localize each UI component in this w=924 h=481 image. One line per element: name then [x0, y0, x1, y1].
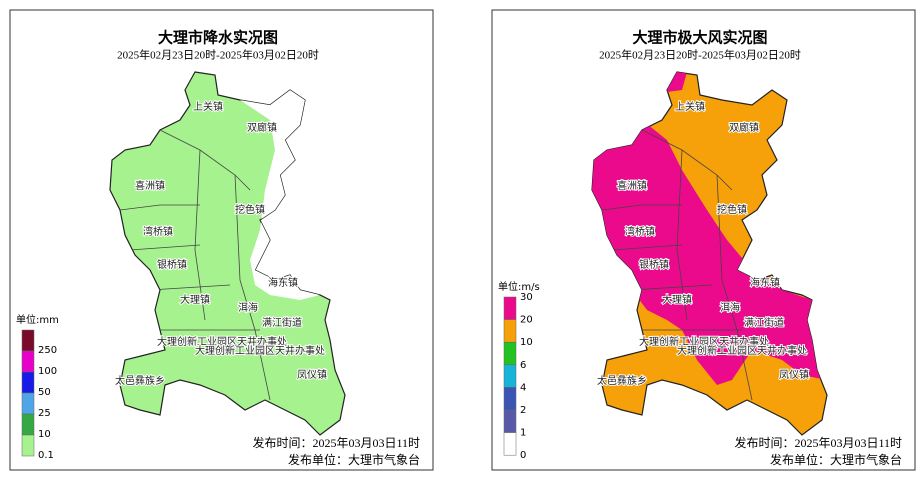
legend-label: 10: [520, 337, 533, 348]
town-label: 大理创新工业园区天井办事处: [157, 335, 287, 348]
map-title: 大理市极大风实况图: [632, 29, 767, 47]
town-label: 大理创新工业园区天井办事处: [677, 344, 807, 357]
town-label: 凤仪镇: [297, 368, 327, 381]
legend-swatch: [503, 341, 517, 366]
town-label: 海东镇: [268, 276, 298, 289]
legend-label: 0.1: [38, 450, 54, 461]
town-label: 太邑彝族乡: [115, 374, 165, 387]
town-label: 上关镇: [193, 100, 223, 113]
strong-wind-area: [592, 120, 827, 385]
town-label: 挖色镇: [235, 203, 265, 216]
footer-text: 发布时间：2025年03月03日11时: [252, 435, 420, 450]
town-label: 大理创新工业园区天井办事处: [195, 344, 325, 357]
frame: [491, 9, 916, 471]
town-label: 双廊镇: [247, 121, 277, 134]
footer-text: 发布单位：大理市气象台: [288, 452, 420, 467]
legend-swatch: [503, 409, 517, 433]
legend-swatch: [503, 319, 517, 343]
legend-label: 20: [520, 315, 533, 326]
legend-label: 0: [520, 450, 526, 461]
legend-swatch: [21, 329, 35, 352]
town-label: 洱海: [238, 301, 258, 314]
legend-swatch: [21, 392, 35, 415]
town-label: 大理创新工业园区天井办事处: [639, 335, 769, 348]
town-label: 满江街道: [262, 316, 302, 329]
footer-text: 发布时间：2025年03月03日11时: [734, 435, 902, 450]
panel-right: 大理市极大风实况图2025年02月23日20时-2025年03月02日20时上关…: [491, 9, 916, 471]
legend-label: 6: [520, 360, 526, 371]
legend-swatch: [503, 432, 517, 456]
no-data-area: [240, 90, 320, 300]
legend-label: 1: [520, 428, 526, 439]
map-subtitle: 2025年02月23日20时-2025年03月02日20时: [599, 48, 801, 62]
legend-swatch: [21, 434, 35, 457]
legend-label: 50: [38, 387, 51, 398]
legend-label: 10: [38, 429, 51, 440]
legend-label: 100: [38, 366, 57, 377]
legend-swatch: [503, 296, 517, 320]
town-label: 满江街道: [744, 316, 784, 329]
town-label: 海东镇: [750, 276, 780, 289]
legend-label: 25: [38, 408, 51, 419]
town-label: 喜洲镇: [617, 179, 647, 192]
town-label: 喜洲镇: [135, 179, 165, 192]
town-label: 上关镇: [675, 100, 705, 113]
legend-label: 4: [520, 382, 526, 393]
boundaries: [119, 129, 271, 401]
town-label: 凤仪镇: [779, 368, 809, 381]
legend-swatch: [21, 413, 35, 436]
legend-label: 30: [520, 292, 533, 303]
town-label: 双廊镇: [729, 121, 759, 134]
legend-label: 250: [38, 345, 57, 356]
panel-left: 大理市降水实况图2025年02月23日20时-2025年03月02日20时上关镇…: [9, 9, 434, 471]
town-label: 大理镇: [662, 293, 692, 306]
map-subtitle: 2025年02月23日20时-2025年03月02日20时: [117, 48, 319, 62]
town-label: 银桥镇: [639, 258, 669, 271]
town-label: 洱海: [720, 301, 740, 314]
map-title: 大理市降水实况图: [158, 29, 278, 47]
frame: [9, 9, 434, 471]
legend-swatch: [503, 387, 517, 411]
town-label: 挖色镇: [717, 203, 747, 216]
town-label: 湾桥镇: [625, 225, 655, 238]
boundaries: [601, 129, 753, 401]
town-label: 银桥镇: [157, 258, 187, 271]
legend-swatch: [503, 364, 517, 388]
footer-text: 发布单位：大理市气象台: [770, 452, 902, 467]
legend-swatch: [21, 371, 35, 394]
legend-swatch: [21, 350, 35, 373]
legend-unit: 单位:m/s: [498, 280, 540, 293]
town-label: 太邑彝族乡: [597, 374, 647, 387]
legend-label: 2: [520, 405, 526, 416]
town-label: 大理镇: [180, 293, 210, 306]
legend-unit: 单位:mm: [16, 313, 59, 326]
town-label: 湾桥镇: [143, 225, 173, 238]
